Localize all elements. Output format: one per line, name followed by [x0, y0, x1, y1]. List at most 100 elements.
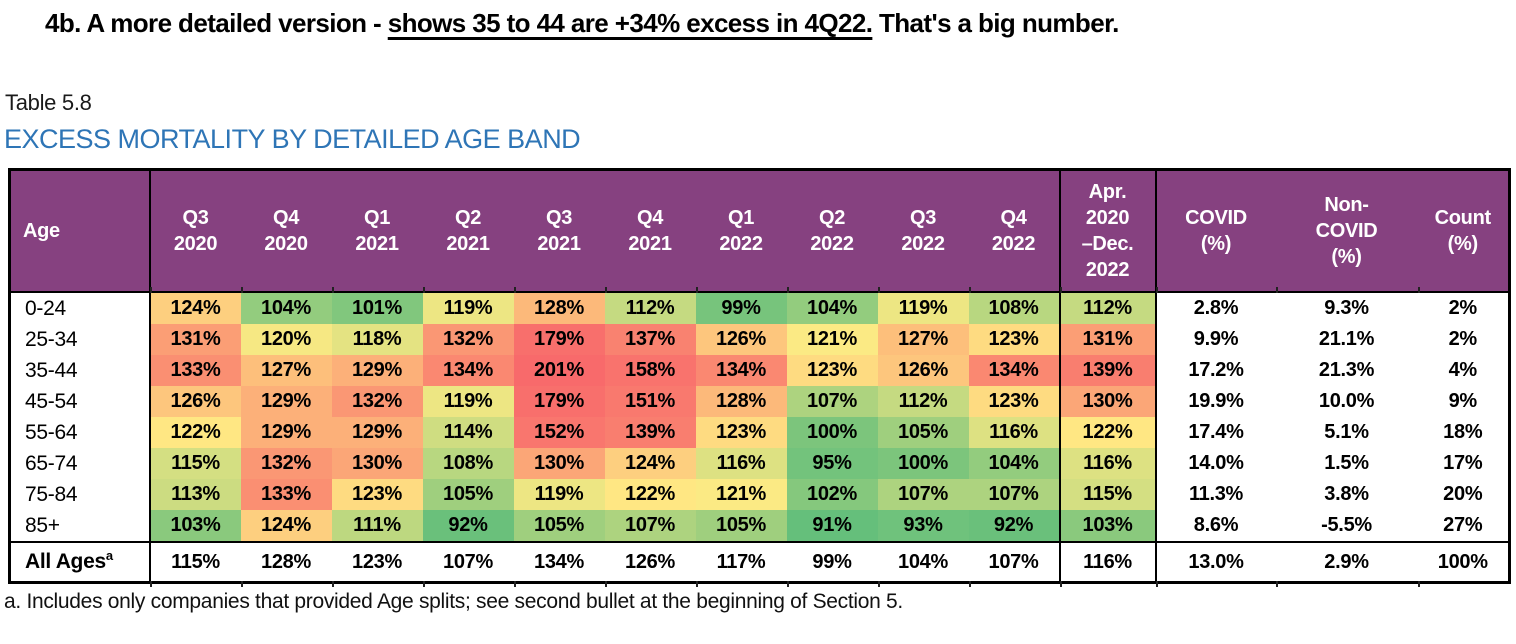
footnote: a. Includes only companies that provided… — [4, 590, 903, 613]
quarter-value-cell: 112% — [877, 386, 969, 417]
table-row: 25-34 131% 120% 118% 132% 179% 137% 126% 121% 127… — [9, 324, 1510, 355]
quarter-value-cell: 123% — [331, 479, 423, 510]
column-header-q3-2020: Q3 2020 — [149, 169, 241, 292]
summary-period-cell: 116% — [1058, 542, 1157, 583]
summary-quarter-cell: 134% — [513, 542, 605, 583]
table-row: 35-44 133% 127% 129% 134% 201% 158% 134% 123% 126… — [9, 355, 1510, 386]
quarter-value-cell: 158% — [604, 355, 696, 386]
quarter-value-cell: 122% — [149, 417, 241, 448]
quarter-value-cell: 121% — [786, 324, 878, 355]
column-tick — [878, 287, 880, 293]
page-title: 4b. A more detailed version - shows 35 t… — [45, 8, 1505, 39]
quarter-value-cell: 123% — [968, 324, 1060, 355]
count-pct-cell: 2% — [1417, 292, 1510, 324]
column-tick — [241, 287, 243, 293]
period-value-cell: 115% — [1058, 479, 1157, 510]
page-title-lead: 4b. A more detailed version - — [45, 8, 388, 38]
covid-pct-cell: 14.0% — [1155, 448, 1276, 479]
quarter-value-cell: 129% — [331, 355, 423, 386]
quarter-value-cell: 152% — [513, 417, 605, 448]
summary-quarter-cell: 115% — [149, 542, 241, 583]
period-value-cell: 130% — [1058, 386, 1157, 417]
column-tick — [514, 581, 516, 587]
summary-quarter-cell: 107% — [422, 542, 514, 583]
table-row: 65-74 115% 132% 130% 108% 130% 124% 116% 95% 100%… — [9, 448, 1510, 479]
quarter-value-cell: 119% — [877, 292, 969, 324]
column-tick — [605, 581, 607, 587]
column-tick — [696, 287, 698, 293]
summary-non-covid-cell: 2.9% — [1275, 542, 1418, 583]
count-pct-cell: 17% — [1417, 448, 1510, 479]
table-number: Table 5.8 — [5, 90, 92, 115]
quarter-value-cell: 131% — [149, 324, 241, 355]
table-row: 75-84 113% 133% 123% 105% 119% 122% 121% 102% 107… — [9, 479, 1510, 510]
quarter-value-cell: 119% — [422, 386, 514, 417]
quarter-value-cell: 105% — [695, 510, 787, 542]
excess-mortality-table: Age Q3 2020 Q4 2020 Q1 2021 Q2 2021 Q3 2… — [8, 168, 1511, 584]
quarter-value-cell: 139% — [604, 417, 696, 448]
age-label: 85+ — [9, 510, 151, 542]
period-value-cell: 103% — [1058, 510, 1157, 542]
quarter-value-cell: 108% — [968, 292, 1060, 324]
non-covid-pct-cell: 21.1% — [1275, 324, 1418, 355]
quarter-value-cell: 124% — [240, 510, 332, 542]
quarter-value-cell: 114% — [422, 417, 514, 448]
quarter-value-cell: 179% — [513, 386, 605, 417]
column-header-q2-2021: Q2 2021 — [422, 169, 514, 292]
quarter-value-cell: 129% — [331, 417, 423, 448]
summary-quarter-cell: 123% — [331, 542, 423, 583]
column-tick — [1418, 287, 1420, 293]
summary-row: All Agesa 115% 128% 123% 107% 134% 126% 117% 99%… — [9, 542, 1510, 583]
summary-quarter-cell: 104% — [877, 542, 969, 583]
column-header-covid: COVID (%) — [1155, 169, 1276, 292]
age-label: 65-74 — [9, 448, 151, 479]
column-tick — [150, 581, 152, 587]
column-tick — [514, 287, 516, 293]
column-tick — [878, 581, 880, 587]
quarter-value-cell: 92% — [968, 510, 1060, 542]
column-tick — [1060, 581, 1062, 587]
quarter-value-cell: 201% — [513, 355, 605, 386]
quarter-value-cell: 133% — [240, 479, 332, 510]
quarter-value-cell: 124% — [604, 448, 696, 479]
quarter-value-cell: 111% — [331, 510, 423, 542]
covid-pct-cell: 11.3% — [1155, 479, 1276, 510]
quarter-value-cell: 113% — [149, 479, 241, 510]
column-header-q1-2021: Q1 2021 — [331, 169, 423, 292]
quarter-value-cell: 93% — [877, 510, 969, 542]
column-tick — [1276, 581, 1278, 587]
column-tick — [605, 287, 607, 293]
non-covid-pct-cell: 1.5% — [1275, 448, 1418, 479]
quarter-value-cell: 107% — [877, 479, 969, 510]
age-label: 35-44 — [9, 355, 151, 386]
quarter-value-cell: 107% — [786, 386, 878, 417]
non-covid-pct-cell: -5.5% — [1275, 510, 1418, 542]
quarter-value-cell: 105% — [422, 479, 514, 510]
table-row: 85+ 103% 124% 111% 92% 105% 107% 105% 91% 93% 92% 1… — [9, 510, 1510, 542]
count-pct-cell: 4% — [1417, 355, 1510, 386]
quarter-value-cell: 108% — [422, 448, 514, 479]
covid-pct-cell: 8.6% — [1155, 510, 1276, 542]
quarter-value-cell: 127% — [240, 355, 332, 386]
footnote-marker: a — [105, 548, 113, 563]
excess-mortality-table-wrap: Age Q3 2020 Q4 2020 Q1 2021 Q2 2021 Q3 2… — [8, 168, 1511, 587]
column-header-count: Count (%) — [1417, 169, 1510, 292]
quarter-value-cell: 126% — [695, 324, 787, 355]
age-label: 55-64 — [9, 417, 151, 448]
quarter-value-cell: 134% — [968, 355, 1060, 386]
quarter-value-cell: 120% — [240, 324, 332, 355]
count-pct-cell: 18% — [1417, 417, 1510, 448]
column-tick — [1418, 581, 1420, 587]
covid-pct-cell: 9.9% — [1155, 324, 1276, 355]
quarter-value-cell: 91% — [786, 510, 878, 542]
quarter-value-cell: 123% — [786, 355, 878, 386]
quarter-value-cell: 105% — [877, 417, 969, 448]
covid-pct-cell: 17.2% — [1155, 355, 1276, 386]
non-covid-pct-cell: 9.3% — [1275, 292, 1418, 324]
summary-quarter-cell: 117% — [695, 542, 787, 583]
summary-quarter-cell: 126% — [604, 542, 696, 583]
header-row: Age Q3 2020 Q4 2020 Q1 2021 Q2 2021 Q3 2… — [9, 169, 1510, 292]
column-tick — [423, 581, 425, 587]
quarter-value-cell: 116% — [695, 448, 787, 479]
